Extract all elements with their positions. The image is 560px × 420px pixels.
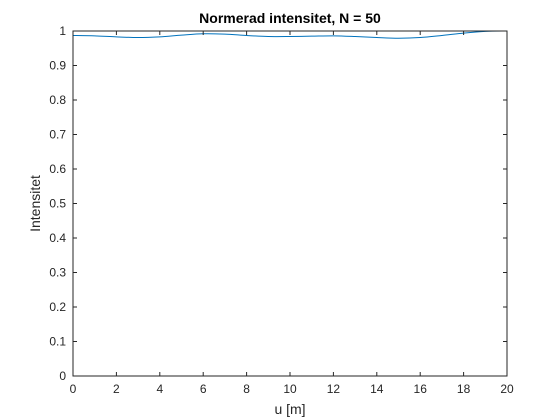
x-tick-label: 16 [414,382,428,396]
chart-title: Normerad intensitet, N = 50 [199,10,381,26]
y-tick-label: 0.2 [49,300,66,314]
x-axis-label: u [m] [274,401,305,417]
y-tick-label: 0.9 [49,59,66,73]
series-line-0 [72,30,508,39]
x-tick-label: 6 [200,382,207,396]
y-tick-label: 0.8 [49,93,66,107]
y-tick-label: 1 [59,24,66,38]
x-tick-label: 10 [283,382,297,396]
x-tick-label: 20 [500,382,514,396]
series-layer [72,30,508,39]
x-axis: 0 2 4 6 8 10 12 14 16 18 20 [70,31,514,396]
plot-area [73,31,507,376]
y-tick-label: 0 [59,369,66,383]
y-tick-label: 0.4 [49,231,66,245]
y-tick-label: 0.1 [49,335,66,349]
y-tick-label: 0.5 [49,197,66,211]
x-tick-label: 8 [243,382,250,396]
x-tick-label: 18 [457,382,471,396]
x-tick-label: 12 [327,382,341,396]
y-tick-label: 0.3 [49,266,66,280]
x-tick-label: 14 [370,382,384,396]
x-tick-label: 2 [113,382,120,396]
y-axis-label: Intensitet [27,175,43,232]
x-tick-label: 0 [70,382,77,396]
y-axis: 0 0.1 0.2 0.3 0.4 0.5 0.6 0.7 0.8 0.9 1 [49,24,507,383]
x-tick-label: 4 [156,382,163,396]
y-tick-label: 0.6 [49,162,66,176]
y-tick-label: 0.7 [49,128,66,142]
